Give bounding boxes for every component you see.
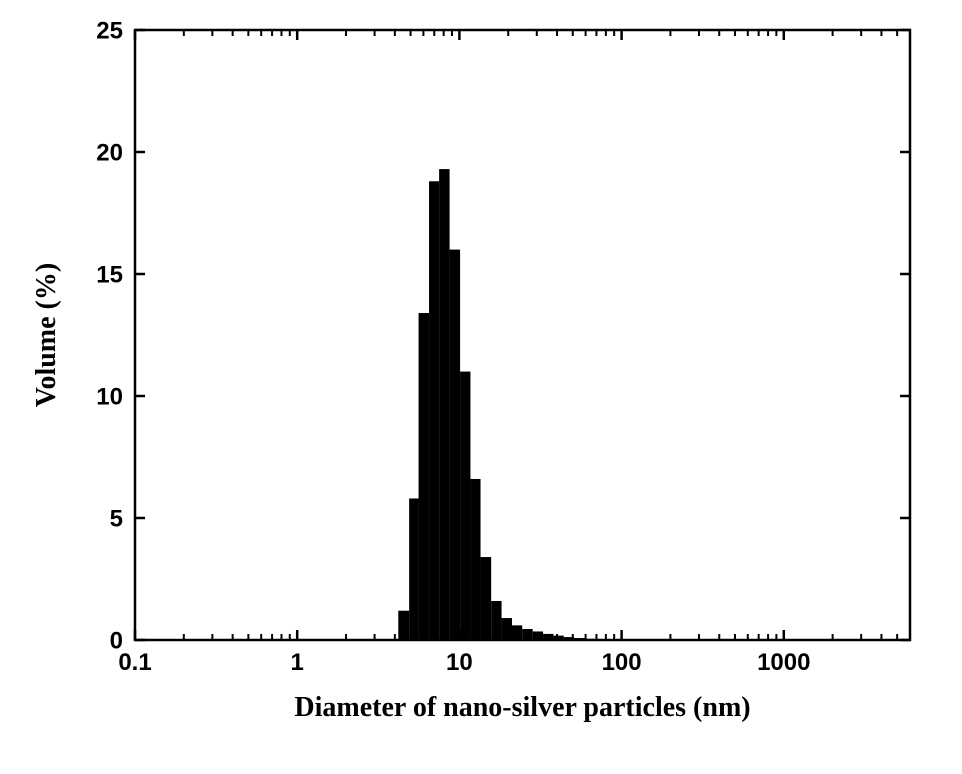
histogram-bar bbox=[512, 625, 522, 640]
histogram-chart: 0.1 1 10 100 1000 0 5 10 15 20 25 Diameter of nano-… bbox=[0, 0, 962, 774]
x-tick-label: 1000 bbox=[757, 649, 810, 676]
y-tick-label: 5 bbox=[110, 505, 123, 532]
y-tick-label: 0 bbox=[110, 627, 123, 654]
histogram-bar bbox=[419, 313, 429, 640]
x-tick-label: 0.1 bbox=[118, 649, 151, 676]
histogram-bar bbox=[450, 250, 461, 640]
histogram-bar bbox=[533, 631, 543, 640]
histogram-bar bbox=[429, 181, 439, 640]
y-tick-label: 10 bbox=[96, 383, 123, 410]
x-tick-label: 100 bbox=[602, 649, 642, 676]
histogram-bar bbox=[439, 169, 449, 640]
histogram-bar bbox=[409, 498, 418, 640]
chart-container: 0.1 1 10 100 1000 0 5 10 15 20 25 Diameter of nano-… bbox=[0, 0, 962, 774]
x-tick-label: 1 bbox=[291, 649, 304, 676]
histogram-bar bbox=[470, 479, 480, 640]
plot-frame bbox=[135, 30, 910, 640]
histogram-bar bbox=[460, 372, 470, 640]
histogram-bar bbox=[522, 629, 532, 640]
y-tick-label: 25 bbox=[96, 17, 123, 44]
y-tick-label: 15 bbox=[96, 261, 123, 288]
x-tick-label: 10 bbox=[446, 649, 473, 676]
x-axis-label: Diameter of nano-silver particles (nm) bbox=[294, 692, 750, 723]
histogram-bar bbox=[491, 601, 501, 640]
y-axis-label: Volume (%) bbox=[31, 263, 62, 407]
histogram-bar bbox=[502, 618, 512, 640]
histogram-bar bbox=[481, 557, 492, 640]
histogram-bar bbox=[398, 611, 409, 640]
y-tick-label: 20 bbox=[96, 139, 123, 166]
